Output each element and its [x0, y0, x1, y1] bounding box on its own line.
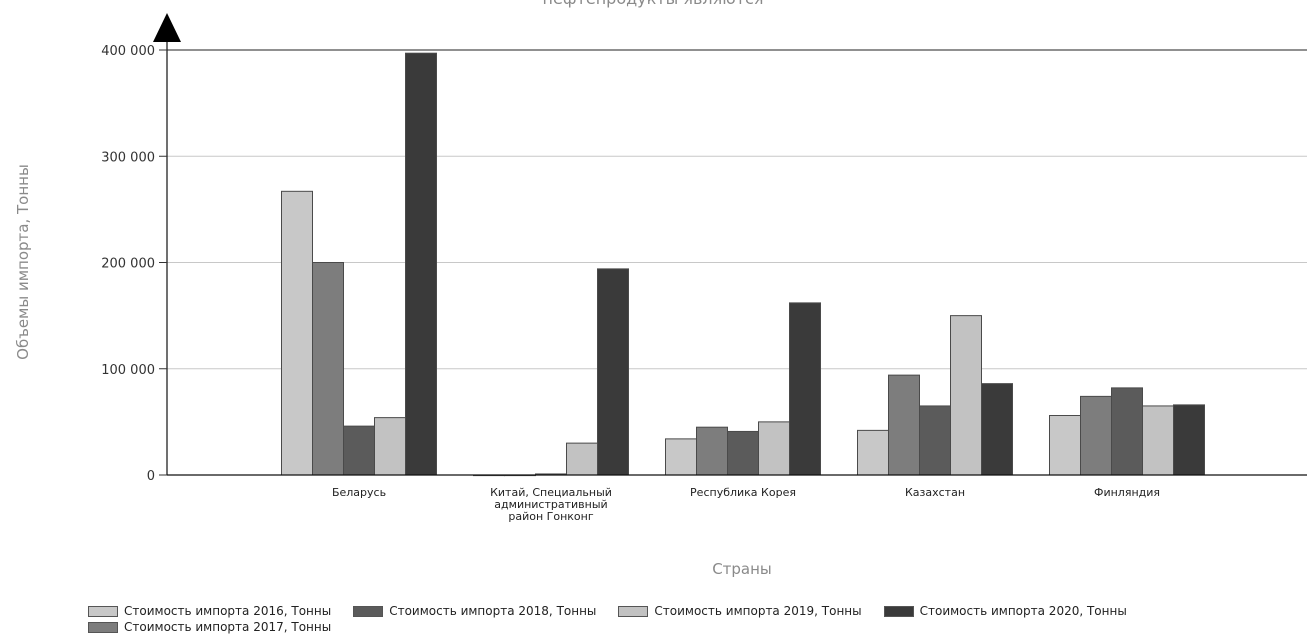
- bar: [727, 430, 759, 476]
- chart-title: нефтепродукты являются: [543, 0, 764, 8]
- y-tick-labels: 0 100 000 200 000 300 000 400 000: [101, 44, 167, 484]
- bar: [758, 421, 790, 476]
- legend-row: Стоимость импорта 2017, Тонны: [88, 619, 1288, 635]
- y-axis-arrow-icon: [153, 13, 181, 42]
- axes: [153, 13, 1307, 476]
- bar: [950, 315, 982, 476]
- legend-swatch: [353, 605, 384, 617]
- legend-swatch: [883, 605, 914, 617]
- bar: [374, 417, 406, 476]
- bar: [789, 302, 821, 476]
- y-tick-label: 300 000: [101, 150, 155, 165]
- y-tick-label: 0: [147, 469, 155, 484]
- bar: [665, 438, 697, 476]
- legend-label: Стоимость импорта 2020, Тонны: [919, 604, 1127, 618]
- bar: [1173, 404, 1205, 476]
- legend-swatch: [88, 621, 118, 633]
- bar: [1142, 405, 1174, 476]
- x-tick-label: Финляндия: [1094, 486, 1160, 499]
- y-tick-label: 200 000: [101, 257, 155, 272]
- y-tick-label: 100 000: [101, 363, 155, 378]
- bar: [888, 374, 920, 476]
- x-tick-labels: Беларусь Китай, Специальныйадминистративн…: [332, 486, 1160, 523]
- legend-item: Стоимость импорта 2019, Тонны: [618, 604, 862, 618]
- legend-item: Стоимость импорта 2017, Тонны: [88, 620, 331, 634]
- bar: [1080, 395, 1112, 476]
- bars: [281, 52, 1205, 477]
- bar: [597, 268, 629, 476]
- bar: [343, 425, 375, 476]
- y-tick-label: 400 000: [101, 44, 155, 59]
- bar: [312, 262, 344, 476]
- bar: [281, 190, 313, 476]
- legend-item: Стоимость импорта 2018, Тонны: [353, 604, 596, 618]
- x-tick-label: Китай, Специальный: [490, 486, 612, 499]
- legend-swatch: [618, 605, 649, 617]
- y-axis-label: Объемы импорта, Тонны: [14, 164, 32, 360]
- bar: [919, 405, 951, 476]
- bar: [981, 383, 1013, 476]
- x-tick-label: Республика Корея: [690, 486, 796, 499]
- x-tick-label: административный: [494, 498, 607, 511]
- x-tick-label: район Гонконг: [508, 510, 593, 523]
- x-tick-label: Беларусь: [332, 486, 386, 499]
- x-tick-label: Казахстан: [905, 486, 965, 499]
- bar: [405, 52, 437, 476]
- bar: [1111, 387, 1143, 476]
- legend-item: Стоимость импорта 2020, Тонны: [883, 604, 1127, 618]
- bar: [1049, 415, 1081, 476]
- legend-row: Стоимость импорта 2016, Тонны Стоимость и…: [88, 603, 1288, 619]
- bar: [696, 426, 728, 476]
- bar: [566, 442, 598, 476]
- legend-label: Стоимость импорта 2017, Тонны: [124, 620, 332, 634]
- chart-legend: Стоимость импорта 2016, Тонны Стоимость и…: [88, 603, 1288, 635]
- legend-item: Стоимость импорта 2016, Тонны: [88, 604, 331, 618]
- legend-label: Стоимость импорта 2016, Тонны: [124, 604, 332, 618]
- legend-swatch: [88, 605, 118, 617]
- bar: [857, 429, 889, 476]
- legend-label: Стоимость импорта 2019, Тонны: [654, 604, 862, 618]
- x-axis-label: Страны: [712, 560, 772, 578]
- legend-label: Стоимость импорта 2018, Тонны: [389, 604, 597, 618]
